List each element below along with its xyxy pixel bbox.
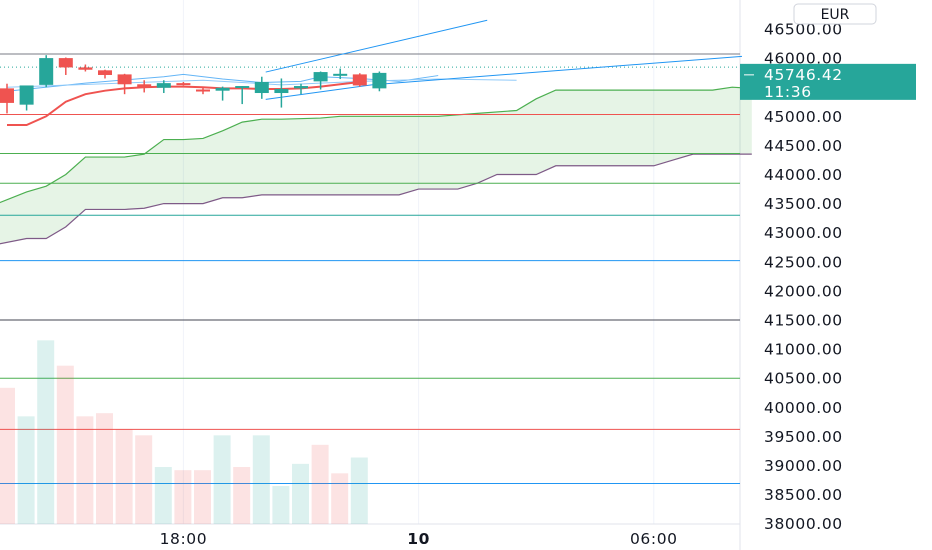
- volume-bar: [115, 429, 133, 524]
- candle[interactable]: [19, 85, 34, 111]
- price-tick-label: 41500.00: [764, 312, 843, 330]
- volume-bar: [37, 340, 55, 524]
- candle-body: [215, 87, 230, 91]
- candle-body: [333, 73, 348, 76]
- price-tick-label: 46000.00: [764, 50, 843, 68]
- volume-bar: [292, 463, 309, 524]
- time-tick-label: 06:00: [630, 530, 678, 548]
- candle-body: [313, 72, 328, 82]
- candle-body: [372, 72, 387, 89]
- price-tick-label: 44000.00: [764, 166, 843, 184]
- price-tick-label: 42000.00: [764, 282, 843, 300]
- price-tick-label: 38000.00: [764, 515, 843, 533]
- price-tick-label: 38500.00: [764, 486, 843, 504]
- volume-bar: [252, 435, 270, 524]
- trend-line[interactable]: [371, 55, 743, 86]
- candle[interactable]: [254, 76, 269, 99]
- volume-bars: [0, 340, 368, 524]
- candle[interactable]: [58, 57, 73, 75]
- volume-bar: [213, 435, 231, 524]
- last-price-value: 45746.42: [764, 66, 843, 84]
- candle[interactable]: [117, 73, 132, 95]
- currency-label: EUR: [821, 7, 850, 23]
- price-tick-label: 44500.00: [764, 137, 843, 155]
- candle[interactable]: [294, 83, 308, 95]
- candle[interactable]: [333, 68, 348, 80]
- candle[interactable]: [39, 55, 54, 88]
- price-tick-label: 46500.00: [764, 21, 843, 39]
- candle-body: [254, 81, 269, 94]
- candle[interactable]: [215, 86, 230, 101]
- price-tick-label: 45000.00: [764, 108, 843, 126]
- trend-line[interactable]: [265, 19, 488, 73]
- volume-bar: [56, 365, 74, 524]
- time-tick-label: 18:00: [160, 530, 208, 548]
- candle[interactable]: [78, 64, 93, 72]
- candle-body: [19, 85, 34, 105]
- volume-bar: [311, 444, 329, 524]
- volume-bar: [350, 457, 368, 524]
- price-tick-label: 40000.00: [764, 399, 843, 417]
- candle-body: [176, 83, 191, 86]
- bar-countdown: 11:36: [764, 83, 812, 101]
- candle[interactable]: [196, 87, 210, 95]
- candle-body: [196, 89, 210, 92]
- price-tag-bg: [740, 63, 916, 100]
- candle[interactable]: [235, 86, 250, 105]
- candle-body: [274, 88, 289, 94]
- candle[interactable]: [137, 80, 152, 93]
- candle[interactable]: [0, 83, 14, 114]
- candlesticks[interactable]: [0, 55, 387, 114]
- candle[interactable]: [313, 71, 328, 90]
- volume-bar: [135, 435, 153, 524]
- price-tick-label: 39500.00: [764, 428, 843, 446]
- price-tick-label: 43000.00: [764, 224, 843, 242]
- time-axis[interactable]: 18:00 10 06:00: [160, 530, 678, 548]
- price-tick-label: 39000.00: [764, 457, 843, 475]
- volume-bar: [331, 473, 349, 524]
- candle-body: [294, 86, 308, 89]
- candle-body: [0, 88, 14, 103]
- candle-body: [58, 58, 73, 68]
- candle[interactable]: [98, 69, 112, 79]
- volume-bar: [272, 486, 290, 524]
- candle[interactable]: [274, 78, 289, 108]
- volume-bar: [76, 416, 94, 524]
- volume-bar: [194, 470, 211, 524]
- currency-selector[interactable]: EUR: [793, 3, 877, 25]
- candle-body: [39, 58, 54, 85]
- candle-body: [137, 84, 152, 88]
- candle-body: [235, 86, 250, 89]
- ichimoku-cloud: [0, 86, 752, 245]
- candle-body: [117, 74, 132, 85]
- candle[interactable]: [372, 71, 387, 92]
- candle-body: [98, 70, 112, 75]
- candle-body: [156, 83, 171, 88]
- volume-bar: [233, 467, 251, 524]
- cloud-upper-line: [0, 86, 752, 204]
- price-tick-label: 42500.00: [764, 253, 843, 271]
- volume-bar: [0, 387, 15, 524]
- price-tick-label: 43500.00: [764, 195, 843, 213]
- candle[interactable]: [156, 80, 171, 94]
- cloud-fill: [0, 87, 752, 244]
- candle-body: [78, 67, 93, 70]
- price-tick-label: 41000.00: [764, 341, 843, 359]
- candle-body: [352, 74, 367, 86]
- currency-pill[interactable]: [793, 3, 877, 25]
- volume-bar: [174, 470, 192, 524]
- time-tick-label: 10: [407, 530, 430, 548]
- price-tick-label: 40500.00: [764, 370, 843, 388]
- price-axis[interactable]: 46500.0046000.0045500.0045000.0044500.00…: [764, 3, 877, 533]
- volume-bar: [17, 416, 35, 524]
- volume-bar: [154, 467, 172, 524]
- horizontal-levels: [0, 53, 740, 485]
- candle[interactable]: [352, 73, 367, 87]
- candle[interactable]: [176, 81, 191, 86]
- volume-bar: [96, 413, 113, 524]
- trend-line[interactable]: [265, 84, 372, 100]
